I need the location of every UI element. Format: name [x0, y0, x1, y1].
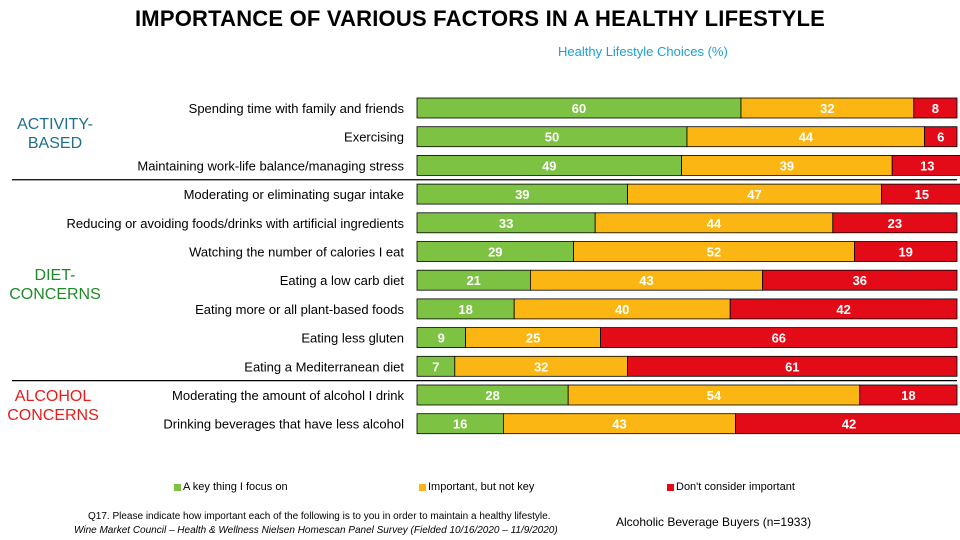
data-label: 15	[915, 187, 929, 202]
data-label: 32	[820, 101, 834, 116]
group-label-line: DIET-	[34, 267, 76, 284]
legend-item: A key thing I focus on	[174, 481, 288, 493]
legend-label: Don't consider important	[676, 481, 795, 493]
data-label: 52	[707, 245, 721, 260]
data-label: 44	[799, 130, 814, 145]
legend-item: Important, but not key	[419, 481, 534, 493]
category-label: Eating more or all plant-based foods	[195, 302, 404, 317]
bar-segment	[627, 355, 958, 377]
data-label: 40	[615, 302, 629, 317]
data-label: 36	[853, 273, 867, 288]
data-label: 23	[888, 216, 902, 231]
group-label-line: CONCERNS	[7, 407, 99, 424]
data-label: 18	[458, 302, 472, 317]
base-note: Alcoholic Beverage Buyers (n=1933)	[616, 515, 812, 529]
category-label: Maintaining work-life balance/managing s…	[137, 158, 404, 173]
data-label: 44	[707, 216, 722, 231]
data-label: 9	[438, 331, 445, 346]
data-label: 54	[707, 388, 722, 403]
group-label-line: ACTIVITY-	[17, 116, 93, 133]
data-label: 47	[747, 187, 761, 202]
category-label: Eating a low carb diet	[280, 273, 405, 288]
bar-segment	[735, 413, 960, 435]
data-label: 42	[842, 417, 856, 432]
bar-segment	[762, 269, 958, 291]
group-label-line: ALCOHOL	[14, 388, 92, 405]
data-label: 18	[901, 388, 915, 403]
legend-swatch	[174, 483, 181, 491]
data-label: 42	[836, 302, 850, 317]
data-label: 25	[526, 331, 540, 346]
bar-segment	[832, 212, 958, 234]
bar-segment	[729, 298, 958, 320]
group-label-alcohol: ALCOHOL CONCERNS	[0, 387, 106, 425]
category-label: Watching the number of calories I eat	[189, 245, 404, 260]
data-label: 49	[542, 158, 556, 173]
bar-segment	[600, 327, 958, 349]
group-label-activity: ACTIVITY- BASED	[0, 115, 110, 153]
data-label: 8	[932, 101, 939, 116]
data-label: 32	[534, 359, 548, 374]
data-label: 29	[488, 245, 502, 260]
group-label-line: CONCERNS	[9, 286, 101, 303]
legend-label: Important, but not key	[428, 481, 535, 493]
data-label: 28	[485, 388, 499, 403]
data-label: 33	[499, 216, 513, 231]
data-label: 50	[545, 130, 559, 145]
category-label: Moderating the amount of alcohol I drink	[172, 388, 404, 403]
data-label: 7	[432, 359, 439, 374]
category-label: Spending time with family and friends	[189, 101, 405, 116]
data-label: 6	[937, 130, 944, 145]
legend-swatch	[667, 483, 674, 491]
source-note: Wine Market Council – Health & Wellness …	[74, 525, 558, 536]
category-label: Exercising	[344, 130, 404, 145]
data-label: 66	[772, 331, 786, 346]
data-label: 39	[780, 158, 794, 173]
legend-item: Don't consider important	[667, 481, 795, 493]
bar-segment	[891, 154, 960, 176]
data-label: 43	[639, 273, 653, 288]
data-label: 39	[515, 187, 529, 202]
data-label: 61	[785, 359, 799, 374]
chart-title: IMPORTANCE OF VARIOUS FACTORS IN A HEALT…	[135, 6, 825, 31]
bar-segment	[924, 126, 958, 148]
bar-segment	[854, 241, 958, 262]
data-label: 43	[612, 417, 626, 432]
data-label: 13	[920, 158, 934, 173]
data-label: 21	[466, 273, 480, 288]
chart-subtitle: Healthy Lifestyle Choices (%)	[558, 44, 728, 59]
data-label: 16	[453, 417, 467, 432]
legend-swatch	[419, 483, 426, 491]
legend-label: A key thing I focus on	[183, 481, 288, 493]
bar-segment	[859, 384, 958, 406]
question-note: Q17. Please indicate how important each …	[88, 511, 551, 522]
category-label: Eating less gluten	[301, 331, 404, 346]
category-label: Eating a Mediterranean diet	[244, 359, 404, 374]
category-label: Moderating or eliminating sugar intake	[184, 187, 404, 202]
bar-segment	[881, 183, 960, 205]
bar-segment	[913, 97, 958, 119]
category-label: Drinking beverages that have less alcoho…	[163, 417, 404, 432]
group-label-diet: DIET- CONCERNS	[0, 266, 110, 304]
category-label: Reducing or avoiding foods/drinks with a…	[67, 216, 405, 231]
data-label: 19	[898, 245, 912, 260]
data-label: 60	[572, 101, 586, 116]
group-label-line: BASED	[27, 135, 83, 152]
